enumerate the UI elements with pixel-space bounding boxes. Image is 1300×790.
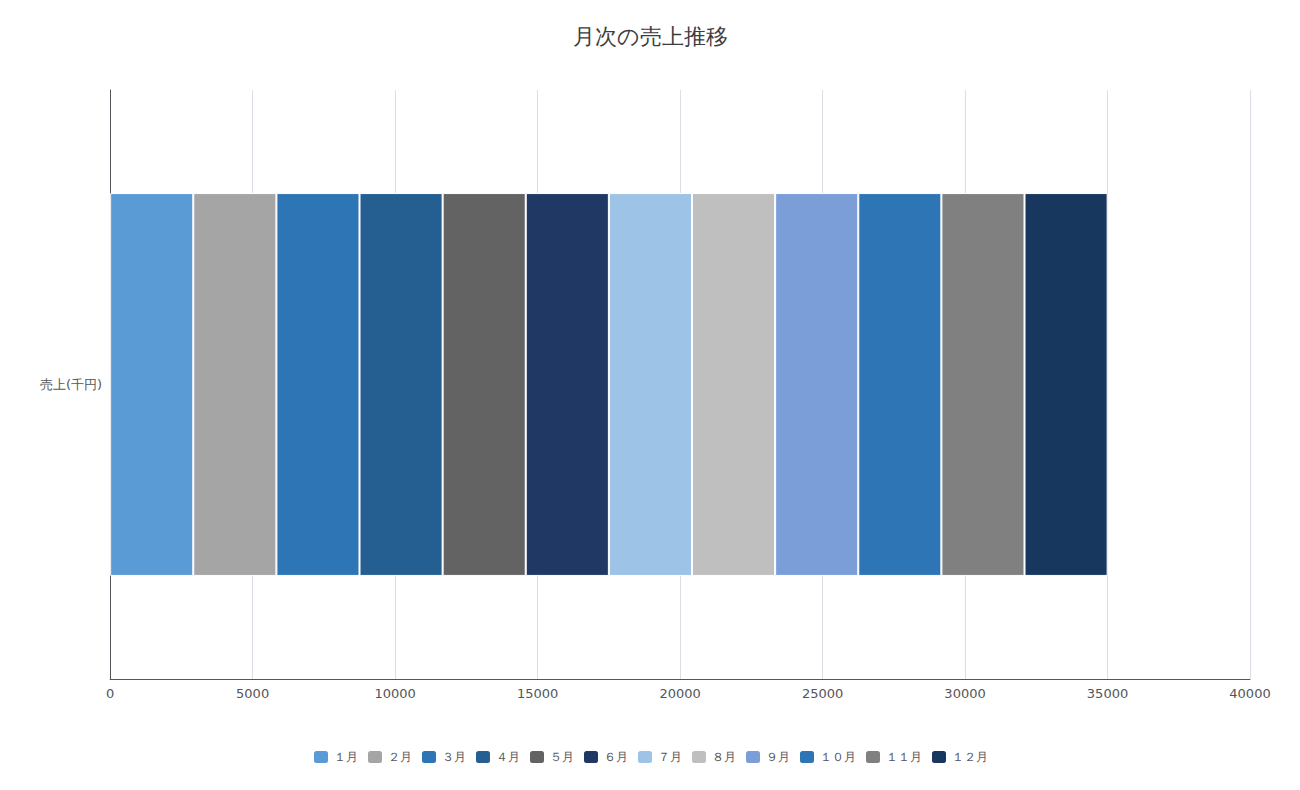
svg-text:１０月: １０月 — [820, 750, 856, 764]
svg-text:１月: １月 — [334, 750, 358, 764]
svg-text:0: 0 — [106, 686, 114, 701]
svg-text:35000: 35000 — [1087, 686, 1128, 701]
svg-text:３月: ３月 — [442, 750, 466, 764]
svg-text:４月: ４月 — [496, 750, 520, 764]
svg-text:売上(千円): 売上(千円) — [40, 377, 102, 392]
svg-text:5000: 5000 — [236, 686, 269, 701]
svg-text:７月: ７月 — [658, 750, 682, 764]
svg-text:20000: 20000 — [659, 686, 700, 701]
svg-text:１２月: １２月 — [952, 750, 988, 764]
svg-text:６月: ６月 — [604, 750, 628, 764]
svg-text:５月: ５月 — [550, 750, 574, 764]
svg-text:８月: ８月 — [712, 750, 736, 764]
svg-text:月次の売上推移: 月次の売上推移 — [573, 24, 728, 49]
svg-text:15000: 15000 — [517, 686, 558, 701]
svg-text:25000: 25000 — [802, 686, 843, 701]
svg-text:１１月: １１月 — [886, 750, 922, 764]
svg-text:40000: 40000 — [1229, 686, 1270, 701]
svg-text:30000: 30000 — [944, 686, 985, 701]
svg-text:10000: 10000 — [374, 686, 415, 701]
svg-text:２月: ２月 — [388, 750, 412, 764]
svg-text:９月: ９月 — [766, 750, 790, 764]
